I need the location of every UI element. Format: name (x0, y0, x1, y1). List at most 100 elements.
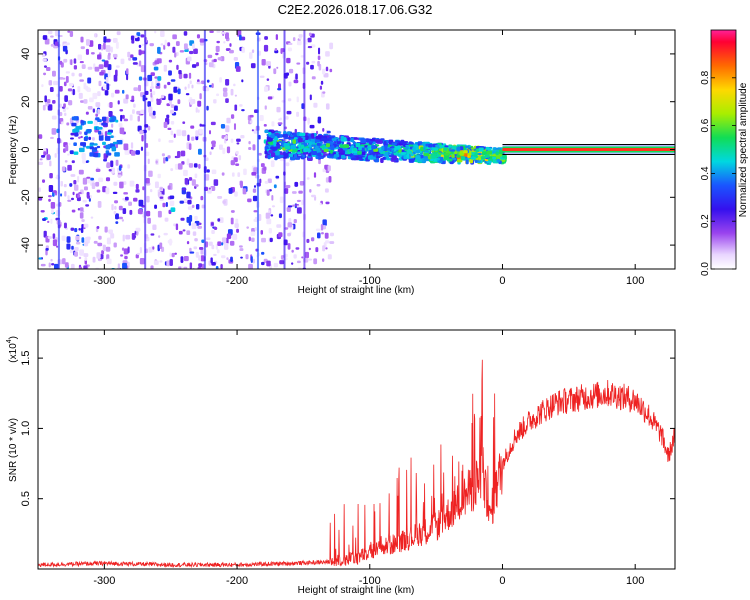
noise-cell (235, 218, 239, 225)
noise-cell (258, 214, 262, 221)
colorbar-tick-label: 0.0 (700, 262, 711, 276)
signal-cell (297, 137, 303, 143)
noise-cell (69, 82, 74, 87)
signal-cell (496, 158, 501, 163)
signal-cell (299, 132, 306, 137)
noise-cell (175, 223, 179, 231)
noise-cell (287, 243, 291, 250)
noise-cell (250, 231, 256, 237)
noise-cell (230, 138, 234, 143)
noise-cell (148, 247, 153, 253)
noise-cell (98, 235, 102, 240)
noise-cell (87, 77, 92, 84)
noise-cell (169, 195, 175, 200)
noise-cell (313, 172, 317, 178)
noise-cell (195, 107, 198, 113)
noise-cell (306, 61, 310, 65)
noise-cell (248, 236, 251, 242)
noise-cell (248, 140, 251, 145)
noise-cell (145, 178, 150, 184)
noise-cell (196, 81, 202, 85)
noise-cell (53, 80, 58, 86)
noise-cell (298, 34, 303, 38)
noise-cell (73, 184, 79, 191)
noise-cell (326, 130, 331, 134)
noise-cell (188, 177, 193, 181)
spectrogram-x-tick-label: -200 (226, 275, 248, 287)
noise-cell (169, 200, 175, 206)
noise-cell (173, 223, 177, 227)
signal-cell (432, 147, 438, 151)
noise-cell (320, 224, 324, 231)
noise-cell (217, 218, 221, 222)
signal-cell (449, 149, 456, 152)
noise-cell (242, 188, 247, 195)
noise-cell (170, 130, 174, 136)
noise-cell (65, 42, 70, 46)
noise-cell (215, 45, 220, 52)
signal-cell (320, 137, 327, 142)
noise-cell (183, 73, 188, 79)
noise-cell (261, 251, 265, 255)
signal-cell (444, 145, 449, 148)
signal-cell (391, 145, 395, 149)
noise-cell (152, 90, 156, 96)
signal-cell (266, 137, 273, 142)
noise-cell (178, 69, 182, 75)
noise-cell (307, 37, 312, 43)
noise-cell (188, 163, 194, 168)
noise-cell (114, 89, 120, 94)
signal-cell (499, 150, 504, 154)
noise-cell (105, 144, 111, 150)
noise-cell (191, 223, 197, 230)
noise-cell (226, 146, 231, 154)
spectrogram-y-tick-label: 0 (20, 146, 32, 152)
noise-cell (107, 70, 111, 78)
noise-cell (61, 166, 66, 172)
noise-cell (127, 246, 130, 254)
noise-cell (251, 237, 255, 242)
signal-cell (443, 147, 448, 151)
noise-cell (122, 262, 127, 269)
noise-cell (52, 70, 56, 77)
noise-cell (327, 165, 331, 172)
signal-cell (484, 154, 490, 158)
signal-cell (377, 154, 383, 157)
noise-cell (292, 37, 296, 42)
noise-cell (38, 134, 43, 139)
signal-cell (275, 150, 280, 156)
noise-cell (95, 117, 100, 121)
noise-cell (226, 233, 232, 240)
signal-cell (456, 146, 461, 152)
noise-cell (258, 152, 262, 156)
noise-cell (327, 254, 332, 260)
noise-cell (325, 247, 328, 250)
noise-cell (63, 103, 66, 108)
noise-cell (83, 136, 88, 142)
noise-cell (48, 195, 52, 198)
noise-cell (93, 240, 98, 244)
noise-cell (83, 253, 89, 258)
noise-cell (271, 195, 274, 201)
signal-cell (465, 159, 469, 165)
noise-cell (243, 168, 247, 176)
noise-cell (141, 134, 144, 142)
noise-cell (96, 126, 103, 130)
signal-cell (487, 158, 494, 161)
noise-cell (46, 154, 51, 160)
noise-cell (138, 49, 142, 56)
noise-cell (147, 158, 150, 165)
noise-cell (253, 185, 257, 188)
signal-cell (350, 157, 357, 161)
noise-cell (98, 130, 102, 135)
noise-cell (105, 187, 110, 195)
noise-cell (51, 128, 57, 135)
noise-cell (84, 256, 88, 261)
noise-cell (73, 151, 79, 155)
noise-cell (137, 125, 142, 132)
noise-cell (286, 206, 291, 212)
noise-cell (186, 158, 190, 166)
noise-cell (329, 232, 334, 237)
noise-cell (301, 256, 304, 259)
noise-cell (234, 94, 237, 97)
